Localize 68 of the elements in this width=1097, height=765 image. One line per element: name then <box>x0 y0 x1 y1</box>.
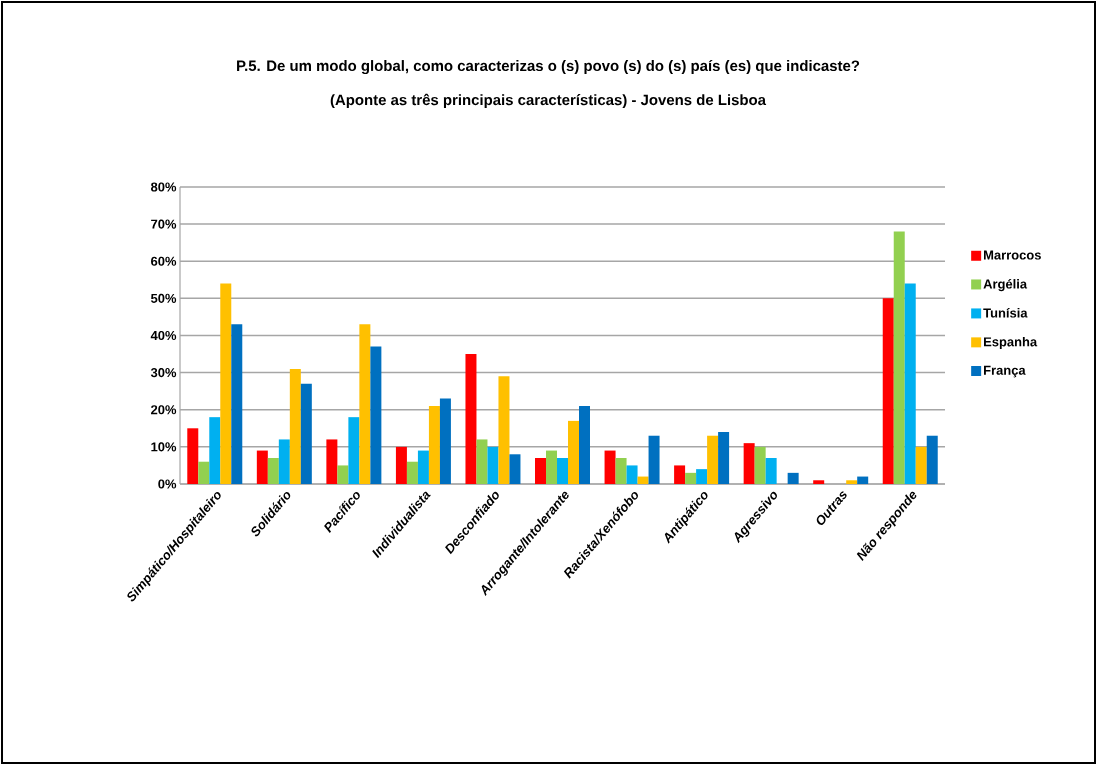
bar <box>220 283 232 484</box>
bar <box>300 383 312 484</box>
bar <box>857 476 869 484</box>
bar <box>579 406 591 484</box>
bar <box>428 406 440 484</box>
bar <box>718 432 730 484</box>
bar <box>337 465 349 484</box>
bar <box>743 443 755 484</box>
y-tick-label: 50% <box>150 293 177 303</box>
legend-label: Tunísia <box>983 307 1028 318</box>
bar <box>882 298 894 484</box>
bar <box>509 454 521 484</box>
bar <box>615 458 627 484</box>
chart-subtitle: (Aponte as três principais características) - Jovens de Lisboa <box>330 93 767 109</box>
chart-title: P.5. De um modo global, como caracterizas o (s) povo (s) do (s) país (es) que indicaste? <box>237 59 860 75</box>
bar <box>439 398 451 484</box>
bar <box>278 439 290 484</box>
bar <box>926 435 938 484</box>
bar <box>487 446 499 484</box>
y-tick-label: 0% <box>158 479 177 489</box>
y-tick-label: 40% <box>150 330 177 341</box>
bar <box>326 439 338 484</box>
legend-label: Argélia <box>983 278 1028 292</box>
y-tick-label: 80% <box>150 182 177 192</box>
bar <box>765 458 777 484</box>
bar <box>198 461 210 484</box>
bar <box>370 346 382 484</box>
bar <box>546 450 558 484</box>
y-tick-label: 60% <box>151 256 177 266</box>
bar <box>685 472 697 484</box>
legend-label: França <box>984 365 1026 378</box>
bar <box>787 472 799 484</box>
bar <box>395 446 407 484</box>
bar <box>813 480 825 484</box>
bar <box>915 446 927 484</box>
bar <box>604 450 616 484</box>
bar <box>568 420 580 484</box>
bar <box>893 231 905 484</box>
bar <box>209 417 221 484</box>
bar <box>289 368 301 484</box>
bar <box>498 376 510 484</box>
bar <box>846 480 858 484</box>
bar <box>406 461 418 484</box>
y-tick-label: 20% <box>151 405 177 415</box>
bar <box>626 465 638 484</box>
bar <box>707 435 719 484</box>
legend-label: Marrocos <box>984 250 1041 260</box>
bar <box>231 324 243 484</box>
bar <box>557 458 569 484</box>
bar <box>348 417 360 484</box>
bar <box>904 283 916 484</box>
y-tick-label: 30% <box>150 368 177 378</box>
bar <box>754 446 766 484</box>
bar <box>674 465 686 484</box>
bar <box>476 439 488 484</box>
bar <box>417 450 429 484</box>
y-tick-label: 70% <box>151 219 177 229</box>
bar <box>696 469 708 484</box>
bar <box>648 435 660 484</box>
bar <box>465 354 477 484</box>
bar <box>535 458 547 484</box>
bar <box>187 428 199 484</box>
bar <box>267 458 279 484</box>
legend-label: Espanha <box>984 336 1038 349</box>
bar <box>359 324 371 484</box>
y-tick-label: 10% <box>151 442 177 452</box>
bar <box>637 476 649 484</box>
bar <box>256 450 268 484</box>
